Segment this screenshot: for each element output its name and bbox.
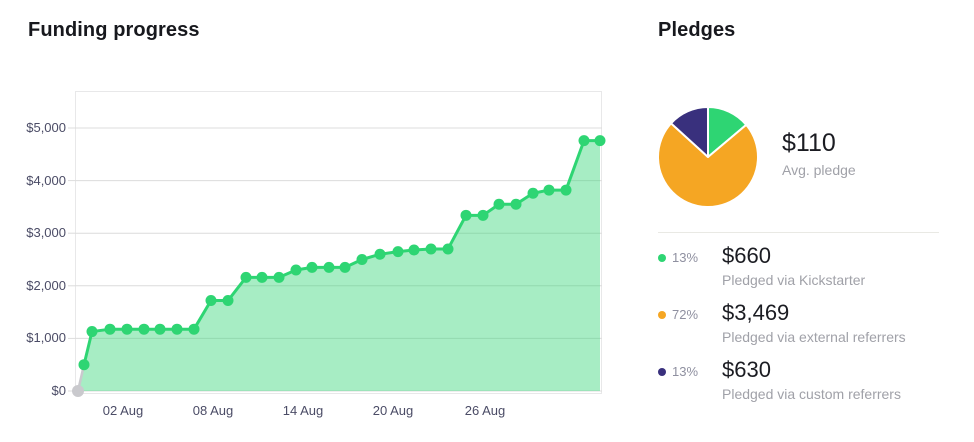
data-point[interactable] xyxy=(86,326,98,338)
pledges-title: Pledges xyxy=(658,19,736,41)
data-point[interactable] xyxy=(560,184,572,196)
data-point[interactable] xyxy=(154,323,166,335)
y-axis-label: $0 xyxy=(51,383,66,398)
legend-label: Pledged via Kickstarter xyxy=(722,272,866,288)
funding-area-chart[interactable] xyxy=(68,91,606,397)
data-point[interactable] xyxy=(205,295,217,307)
data-point[interactable] xyxy=(510,198,522,210)
avg-pledge-label: Avg. pledge xyxy=(782,162,856,178)
data-point[interactable] xyxy=(543,184,555,196)
avg-pledge-block: $110 Avg. pledge xyxy=(782,129,856,178)
y-axis-label: $4,000 xyxy=(26,172,66,188)
data-point[interactable] xyxy=(171,323,183,335)
x-axis-label: 08 Aug xyxy=(192,403,234,418)
funding-progress-title: Funding progress xyxy=(28,19,200,41)
divider xyxy=(658,232,939,233)
data-point[interactable] xyxy=(392,246,404,258)
legend-amount: $630 xyxy=(722,357,771,382)
start-point[interactable] xyxy=(72,385,84,397)
x-axis-label: 02 Aug xyxy=(102,403,144,418)
data-point[interactable] xyxy=(408,244,420,256)
y-axis-label: $1,000 xyxy=(26,330,66,346)
data-point[interactable] xyxy=(460,209,472,221)
x-axis-label: 20 Aug xyxy=(372,403,414,418)
legend-value-block: $630 Pledged via custom referrers xyxy=(722,357,901,402)
pledges-legend: 13% $660 Pledged via Kickstarter 72% $3,469 P… xyxy=(658,243,958,402)
data-point[interactable] xyxy=(477,209,489,221)
data-point[interactable] xyxy=(306,261,318,273)
data-point[interactable] xyxy=(356,254,368,265)
x-axis-label: 26 Aug xyxy=(464,403,506,418)
legend-value-block: $3,469 Pledged via external referrers xyxy=(722,300,906,345)
data-point[interactable] xyxy=(493,198,505,210)
data-point[interactable] xyxy=(374,248,386,260)
data-point[interactable] xyxy=(425,243,437,255)
data-point[interactable] xyxy=(323,261,335,273)
x-axis-label: 14 Aug xyxy=(282,403,324,418)
data-point[interactable] xyxy=(594,135,606,147)
legend-label: Pledged via external referrers xyxy=(722,329,906,345)
legend-percent: 72% xyxy=(672,307,699,322)
pie-slice[interactable] xyxy=(657,122,759,208)
legend-percent: 13% xyxy=(672,250,699,265)
area-fill xyxy=(78,140,600,391)
legend-key: 13% xyxy=(658,243,722,265)
data-point[interactable] xyxy=(138,323,150,335)
y-axis-label: $5,000 xyxy=(26,120,66,135)
data-point[interactable] xyxy=(222,295,234,307)
data-point[interactable] xyxy=(121,323,133,335)
data-point[interactable] xyxy=(442,243,454,255)
legend-value-block: $660 Pledged via Kickstarter xyxy=(722,243,865,288)
plot-panel xyxy=(75,91,602,394)
legend-dot-icon xyxy=(658,367,666,376)
data-point[interactable] xyxy=(78,359,90,371)
legend-dot-icon xyxy=(658,253,666,262)
legend-percent: 13% xyxy=(672,364,699,379)
data-point[interactable] xyxy=(339,261,351,273)
legend-amount: $3,469 xyxy=(722,300,790,325)
data-point[interactable] xyxy=(290,264,302,276)
legend-dot-icon xyxy=(658,310,666,319)
data-point[interactable] xyxy=(578,135,590,147)
data-point[interactable] xyxy=(256,271,268,283)
legend-key: 72% xyxy=(658,300,722,322)
legend-amount: $660 xyxy=(722,243,771,268)
pledges-pie-chart[interactable] xyxy=(655,104,761,210)
data-point[interactable] xyxy=(527,187,539,199)
data-point[interactable] xyxy=(104,323,116,335)
legend-label: Pledged via custom referrers xyxy=(722,386,901,402)
legend-row: 13% $660 Pledged via Kickstarter xyxy=(658,243,958,288)
legend-row: 72% $3,469 Pledged via external referrers xyxy=(658,300,958,345)
pledges-section: Pledges $110 Avg. pledge 13% $660 Pledged … xyxy=(655,0,974,442)
data-point[interactable] xyxy=(273,271,285,283)
data-point[interactable] xyxy=(240,271,252,283)
avg-pledge-amount: $110 xyxy=(782,129,836,157)
pie-slice[interactable] xyxy=(670,106,709,158)
legend-key: 13% xyxy=(658,357,722,379)
y-axis-label: $3,000 xyxy=(26,225,66,241)
y-axis-label: $2,000 xyxy=(26,277,66,293)
data-point[interactable] xyxy=(188,323,200,335)
legend-row: 13% $630 Pledged via custom referrers xyxy=(658,357,958,402)
